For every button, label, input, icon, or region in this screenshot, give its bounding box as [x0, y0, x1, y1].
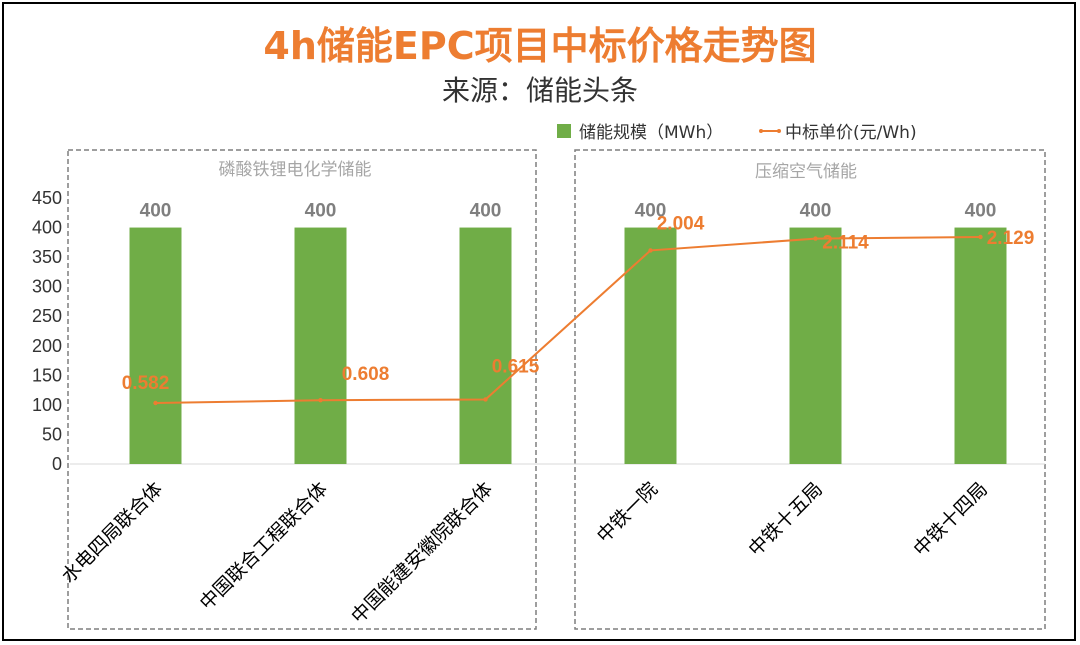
bar-data-label: 400 — [140, 201, 172, 222]
x-tick-label: 中国能建安徽院联合体 — [347, 478, 497, 628]
y-tick-label: 350 — [32, 247, 62, 267]
y-tick-label: 200 — [32, 336, 62, 356]
line-data-label: 0.615 — [492, 356, 540, 377]
bar-data-labels: 400 400 400 400 400 400 — [140, 201, 997, 222]
x-tick-label: 水电四局联合体 — [57, 478, 167, 588]
legend-line-marker — [759, 129, 763, 133]
bar-series — [129, 227, 1007, 464]
line-data-label: 2.114 — [822, 233, 869, 254]
line-point — [648, 248, 653, 253]
y-tick-label: 0 — [52, 454, 62, 474]
legend: 储能规模（MWh） 中标单价(元/Wh) — [557, 123, 917, 143]
group-label-caes: 压缩空气储能 — [755, 162, 857, 182]
line-point — [483, 397, 488, 402]
line-point — [813, 236, 818, 241]
group-box-caes — [574, 149, 1046, 630]
bar-data-label: 400 — [305, 201, 337, 222]
bar-data-label: 400 — [635, 201, 667, 222]
line-data-label: 2.129 — [987, 228, 1035, 249]
line-data-label: 0.608 — [342, 364, 390, 385]
bar — [129, 227, 182, 464]
y-tick-label: 100 — [32, 395, 62, 415]
line-data-label: 0.582 — [122, 373, 170, 394]
x-axis: 水电四局联合体 中国联合工程联合体 中国能建安徽院联合体 中铁一院 中铁十五局 中铁十四局 — [57, 478, 992, 628]
chart-subtitle: 来源：储能头条 — [442, 74, 638, 107]
line-point — [153, 400, 158, 406]
y-tick-label: 150 — [32, 365, 62, 385]
line-point — [318, 398, 323, 403]
bar — [624, 227, 677, 464]
group-label-lfp: 磷酸铁锂电化学储能 — [219, 160, 372, 180]
y-tick-label: 400 — [32, 218, 62, 238]
x-tick-label: 中国联合工程联合体 — [196, 478, 332, 614]
y-tick-label: 250 — [32, 306, 62, 326]
legend-bar-swatch — [557, 124, 571, 138]
line-data-label: 2.004 — [657, 213, 705, 234]
bar-data-label: 400 — [800, 201, 832, 222]
legend-bar-label: 储能规模（MWh） — [579, 123, 723, 143]
y-axis: 0 50 100 150 200 250 300 350 400 450 — [32, 188, 62, 474]
x-tick-label: 中铁十四局 — [909, 478, 992, 561]
x-tick-label: 中铁一院 — [593, 478, 662, 547]
y-tick-label: 300 — [32, 277, 62, 297]
line-data-labels: 0.582 0.608 0.615 2.004 2.114 2.129 — [122, 213, 1035, 394]
legend-line-marker — [777, 129, 781, 133]
line-path — [155, 236, 981, 404]
line-point — [978, 234, 983, 240]
x-tick-label: 中铁十五局 — [744, 478, 827, 561]
bar — [459, 227, 512, 464]
bar — [789, 227, 842, 464]
y-tick-label: 50 — [42, 424, 62, 444]
group-box-lfp — [67, 149, 537, 630]
bar-data-label: 400 — [470, 201, 502, 222]
chart-title: 4h储能EPC项目中标价格走势图 — [263, 24, 816, 68]
line-series — [153, 234, 983, 406]
bar-data-label: 400 — [965, 201, 997, 222]
bar — [294, 227, 347, 464]
bar — [954, 227, 1007, 464]
y-tick-label: 450 — [32, 188, 62, 208]
legend-line-label: 中标单价(元/Wh) — [785, 123, 917, 143]
